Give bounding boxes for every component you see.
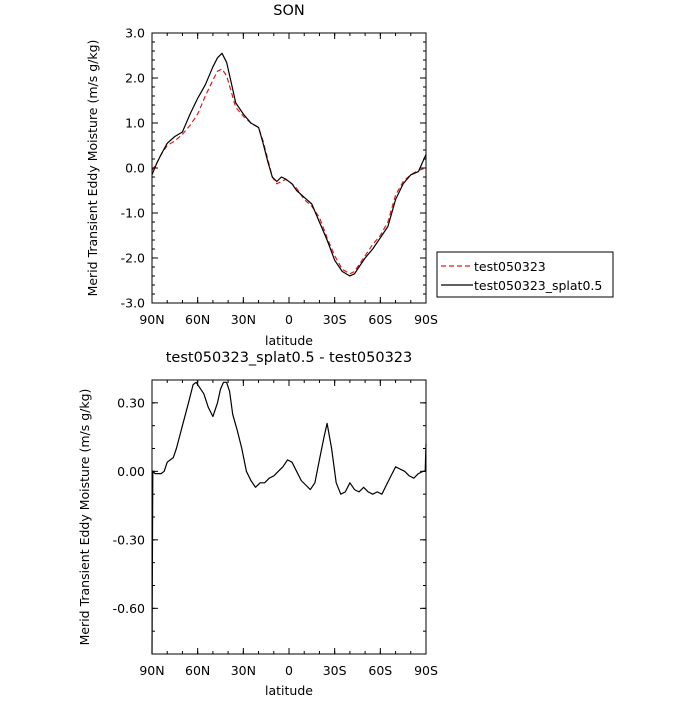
top-y-tick-label: -1.0 (121, 206, 145, 221)
bottom-x-axis-label: latitude (265, 683, 313, 698)
top-y-tick-label: 3.0 (125, 26, 145, 41)
top-x-tick-label: 60S (368, 312, 392, 327)
top-x-tick-label: 90S (414, 312, 438, 327)
legend-label-test050323-splat: test050323_splat0.5 (474, 278, 602, 293)
top-x-axis-label: latitude (265, 333, 313, 348)
legend-label-test050323: test050323 (474, 259, 546, 274)
top-title: SON (273, 3, 304, 19)
bottom-x-tick-label: 0 (285, 663, 293, 678)
bottom-y-axis-label: Merid Transient Eddy Moisture (m/s g/kg) (77, 389, 92, 646)
bottom-y-tick-label: -0.60 (113, 601, 145, 616)
bottom-panel: test050323_splat0.5 - test050323 -0.60-0… (77, 350, 438, 698)
bottom-y-tick-label: -0.30 (113, 532, 145, 547)
top-y-ticks: -3.0 -2.0 -1.0 0.0 1.0 2.0 3.0 (121, 26, 426, 311)
bottom-series-group (151, 381, 427, 655)
bottom-x-tick-label: 60S (368, 663, 392, 678)
top-y-tick-label: -2.0 (121, 251, 145, 266)
bottom-x-ticks: 90N 60N 30N 0 30S 60S 90S (139, 380, 438, 678)
top-x-tick-label: 90N (139, 312, 164, 327)
bottom-x-tick-label: 60N (185, 663, 210, 678)
top-panel: SON -3.0 -2.0 -1.0 0.0 1.0 2.0 3.0 90N 60N 30N 0 3… (85, 3, 614, 348)
top-y-tick-label: 1.0 (125, 116, 145, 131)
bottom-x-tick-label: 30N (231, 663, 256, 678)
bottom-y-ticks: -0.60 -0.30 0.00 0.30 (113, 379, 426, 655)
bottom-series-line-0 (151, 381, 427, 655)
top-plot-frame (151, 32, 427, 304)
bottom-x-tick-label: 90N (139, 663, 164, 678)
top-x-tick-label: 0 (285, 312, 293, 327)
top-x-tick-label: 60N (185, 312, 210, 327)
top-series-group (151, 52, 427, 277)
bottom-title: test050323_splat0.5 - test050323 (166, 350, 413, 366)
top-y-axis-label: Merid Transient Eddy Moisture (m/s g/kg) (85, 40, 100, 297)
legend-item-test050323-splat: test050323_splat0.5 (441, 278, 602, 293)
top-series-line-0 (151, 68, 427, 275)
top-y-tick-label: -3.0 (121, 296, 145, 311)
bottom-y-tick-label: 0.00 (117, 464, 145, 479)
legend-box (436, 251, 614, 298)
top-series-line-1 (151, 52, 427, 277)
legend-item-test050323: test050323 (441, 259, 546, 274)
top-y-tick-label: 2.0 (125, 71, 145, 86)
legend: test050323 test050323_splat0.5 (436, 251, 614, 298)
top-y-tick-label: 0.0 (125, 161, 145, 176)
top-x-ticks: 90N 60N 30N 0 30S 60S 90S (139, 33, 438, 327)
top-x-tick-label: 30S (323, 312, 347, 327)
bottom-x-tick-label: 30S (323, 663, 347, 678)
bottom-x-tick-label: 90S (414, 663, 438, 678)
top-x-tick-label: 30N (231, 312, 256, 327)
bottom-y-tick-label: 0.30 (117, 395, 145, 410)
bottom-plot-frame (151, 379, 427, 655)
